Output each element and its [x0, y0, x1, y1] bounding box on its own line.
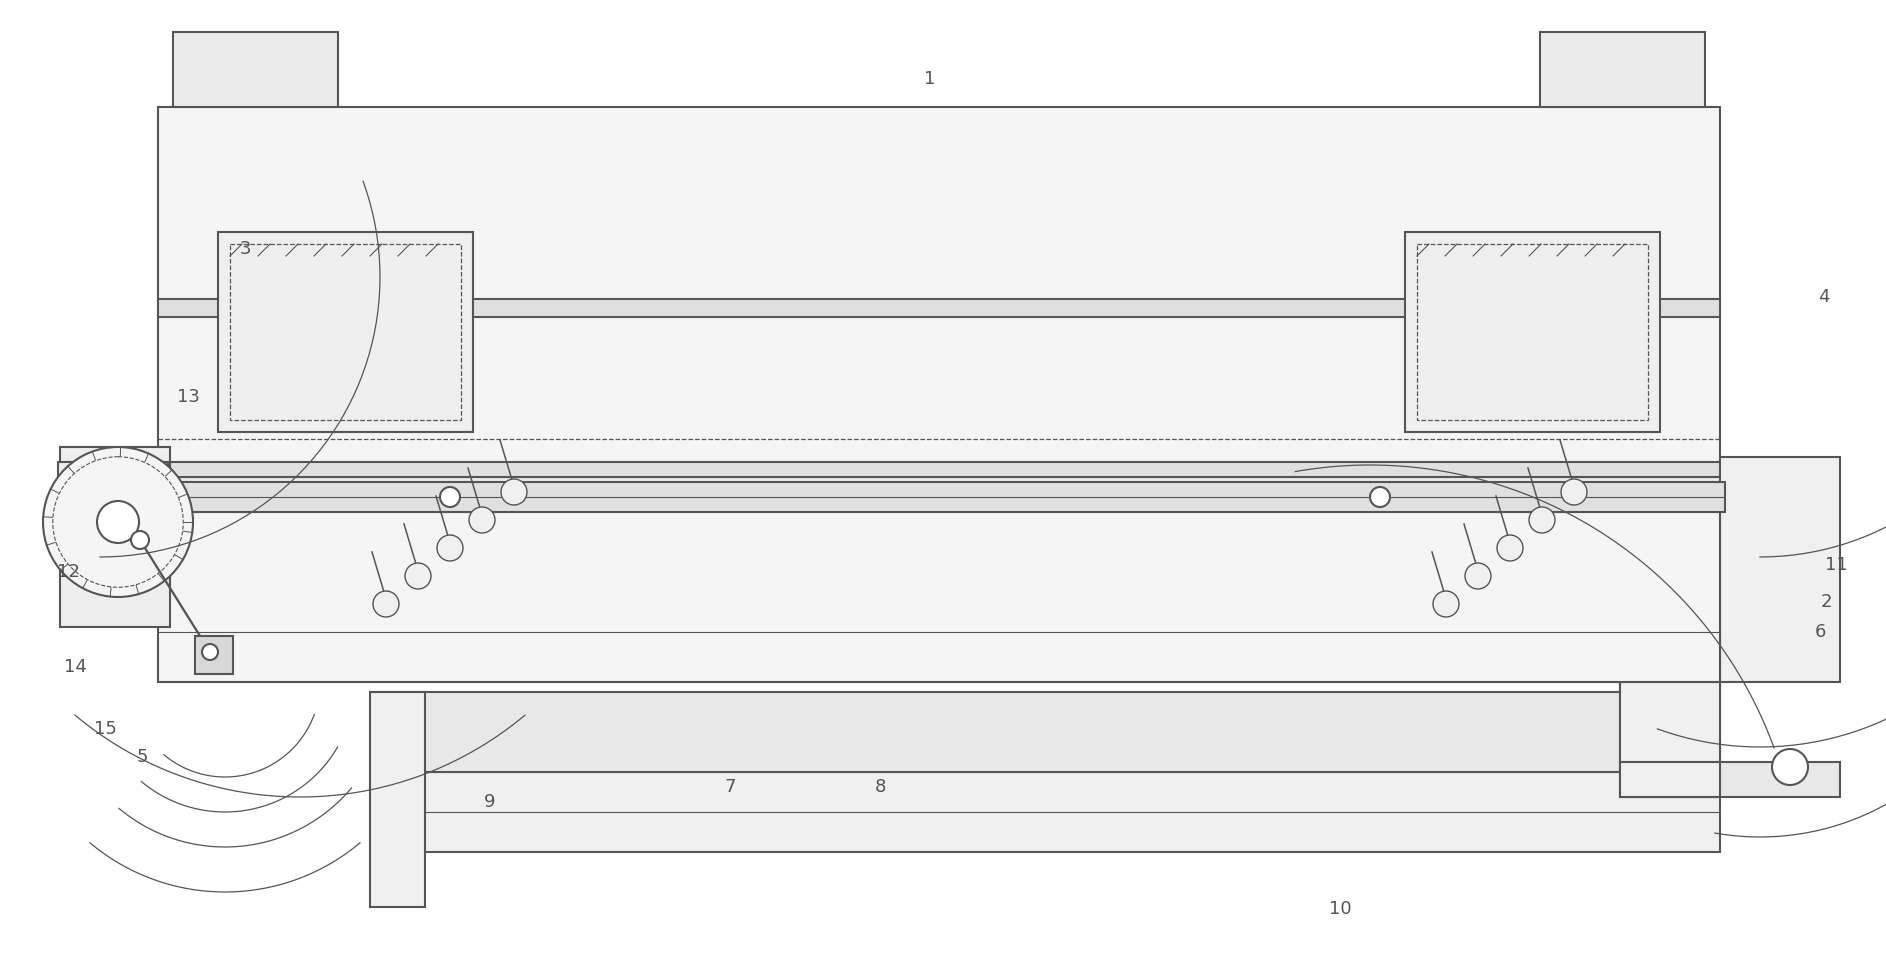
Bar — [58, 482, 168, 512]
Circle shape — [96, 501, 140, 543]
Bar — [153, 462, 1726, 477]
Bar — [370, 692, 424, 907]
Bar — [1620, 682, 1720, 762]
Text: 8: 8 — [875, 778, 886, 796]
Text: 12: 12 — [57, 563, 79, 581]
Bar — [194, 636, 234, 674]
Text: 14: 14 — [64, 658, 87, 676]
Text: 13: 13 — [177, 388, 200, 406]
Circle shape — [470, 507, 494, 533]
Bar — [60, 447, 170, 627]
Circle shape — [1369, 487, 1390, 507]
Text: 7: 7 — [724, 778, 736, 796]
Bar — [219, 232, 473, 432]
Circle shape — [438, 535, 462, 561]
Bar — [158, 107, 1720, 487]
Circle shape — [1530, 507, 1554, 533]
Circle shape — [43, 447, 192, 597]
Bar — [58, 462, 168, 507]
Bar — [230, 244, 460, 420]
Circle shape — [1773, 749, 1809, 785]
Bar — [375, 692, 1720, 772]
Text: 6: 6 — [1814, 623, 1826, 641]
Bar — [153, 477, 1726, 507]
Bar — [1541, 32, 1705, 107]
Bar — [1416, 244, 1648, 420]
Bar — [375, 772, 1720, 852]
Bar — [1720, 457, 1841, 682]
Circle shape — [1497, 535, 1524, 561]
Circle shape — [1562, 479, 1586, 505]
Circle shape — [502, 479, 526, 505]
Circle shape — [1465, 563, 1492, 589]
Text: 2: 2 — [1820, 593, 1831, 611]
Text: 10: 10 — [1330, 900, 1350, 918]
Bar — [174, 32, 338, 107]
Circle shape — [202, 644, 219, 660]
Bar — [153, 482, 1726, 512]
Circle shape — [130, 531, 149, 549]
Bar — [1620, 762, 1841, 797]
Circle shape — [1433, 591, 1460, 617]
Circle shape — [405, 563, 432, 589]
Bar — [1620, 682, 1720, 797]
Text: 5: 5 — [136, 748, 147, 766]
Circle shape — [373, 591, 400, 617]
Bar — [1405, 232, 1660, 432]
Text: 4: 4 — [1818, 288, 1829, 306]
Bar — [158, 512, 1720, 682]
Text: 3: 3 — [240, 240, 251, 258]
Circle shape — [439, 487, 460, 507]
Text: 1: 1 — [924, 70, 935, 88]
Text: 15: 15 — [94, 720, 117, 738]
Bar — [158, 299, 1720, 317]
Text: 9: 9 — [485, 793, 496, 811]
Text: 11: 11 — [1824, 556, 1848, 574]
